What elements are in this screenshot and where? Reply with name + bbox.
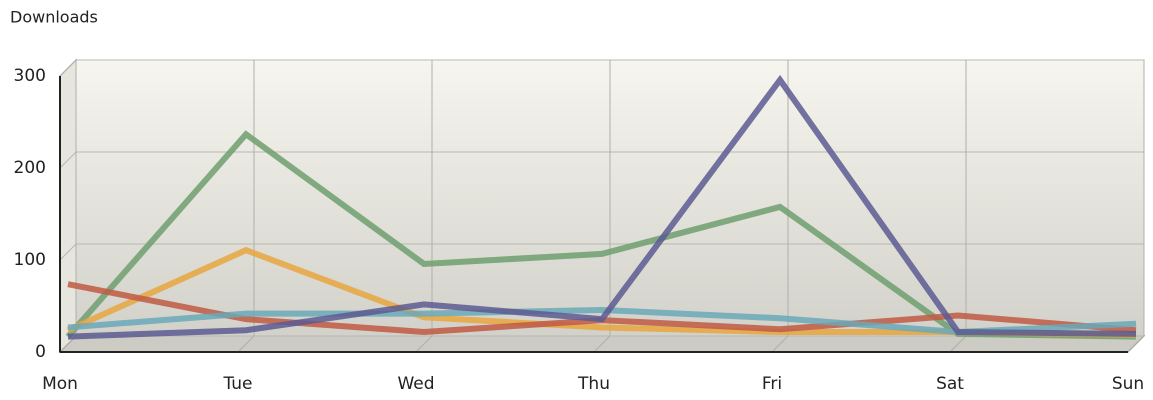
y-tick-label: 200: [14, 158, 46, 178]
grid-line: [771, 60, 789, 353]
grid-line: [237, 60, 255, 353]
x-tick-label: Fri: [762, 374, 782, 394]
grid-line: [415, 60, 433, 353]
x-tick-label: Wed: [397, 374, 434, 394]
x-tick-label: Tue: [222, 374, 252, 394]
x-tick-label: Mon: [42, 374, 78, 394]
x-tick-label: Sun: [1112, 374, 1144, 394]
grid-line: [1127, 60, 1145, 353]
series-line: [67, 74, 1137, 340]
chart-title: Downloads: [10, 8, 98, 27]
x-tick-label: Thu: [577, 374, 610, 394]
grid-line: [593, 60, 611, 353]
plot-wall: [59, 58, 77, 354]
y-tick-label: 0: [35, 342, 46, 362]
y-tick-label: 100: [14, 250, 46, 270]
x-tick-label: Sat: [936, 374, 964, 394]
y-tick-label: 300: [14, 66, 46, 86]
